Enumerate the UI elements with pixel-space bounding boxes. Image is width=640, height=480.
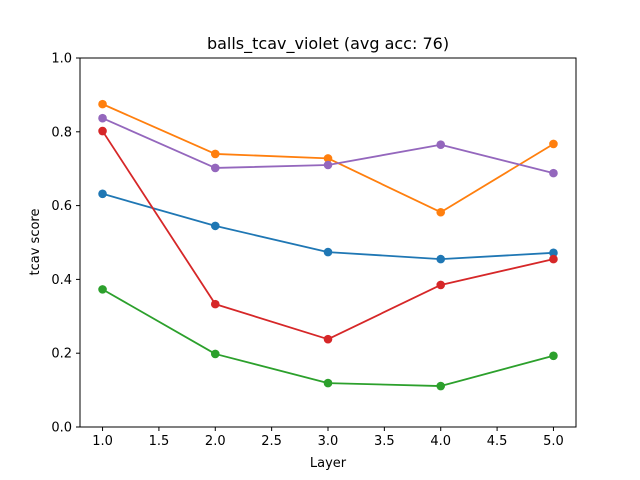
y-tick-label: 0.4 (51, 273, 72, 288)
x-tick-label: 1.5 (149, 434, 170, 449)
data-point (436, 381, 446, 391)
x-axis: 1.0 1.5 2.0 2.5 3.0 3.5 4.0 4.5 5.0 (92, 427, 564, 449)
data-point (549, 351, 558, 361)
x-tick-label: 2.0 (205, 434, 226, 449)
y-tick-label: 0.8 (51, 125, 72, 140)
data-point (436, 207, 446, 217)
data-point (436, 254, 446, 264)
data-point (323, 154, 333, 163)
data-point (98, 189, 107, 199)
x-tick-label: 5.0 (543, 434, 564, 449)
y-axis: 0.0 0.2 0.4 0.6 0.8 1.0 (51, 52, 80, 436)
series-5 (98, 113, 558, 178)
data-point (98, 99, 107, 109)
data-point (210, 221, 220, 231)
chart-title: balls_tcav_violet (avg acc: 76) (207, 34, 449, 54)
x-axis-label: Layer (310, 456, 347, 471)
series-2 (98, 99, 558, 217)
x-tick-label: 2.5 (261, 434, 282, 449)
data-point (549, 139, 558, 149)
data-point (436, 280, 446, 290)
data-point (549, 168, 558, 178)
x-tick-label: 3.0 (318, 434, 339, 449)
data-point (98, 113, 107, 123)
x-tick-label: 1.0 (92, 434, 113, 449)
data-point (323, 334, 333, 344)
data-point (436, 140, 446, 150)
x-tick-label: 3.5 (374, 434, 395, 449)
data-point (210, 349, 220, 359)
x-tick-label: 4.5 (487, 434, 508, 449)
y-axis-label: tcav score (28, 209, 43, 276)
data-point (549, 254, 558, 264)
y-tick-label: 1.0 (51, 52, 72, 67)
data-point (98, 285, 107, 294)
series-3 (98, 285, 558, 391)
data-point (98, 126, 107, 136)
data-point (210, 149, 220, 159)
data-point (210, 299, 220, 309)
series-4 (98, 126, 558, 344)
x-tick-label: 4.0 (430, 434, 451, 449)
data-point (323, 378, 333, 388)
data-point (323, 247, 333, 257)
data-point (210, 163, 220, 173)
data-point (549, 248, 558, 258)
data-point (323, 160, 333, 170)
y-tick-label: 0.2 (51, 347, 72, 362)
series-group (98, 99, 558, 391)
y-tick-label: 0.6 (51, 199, 72, 214)
y-tick-label: 0.0 (51, 421, 72, 436)
series-1 (98, 189, 558, 264)
